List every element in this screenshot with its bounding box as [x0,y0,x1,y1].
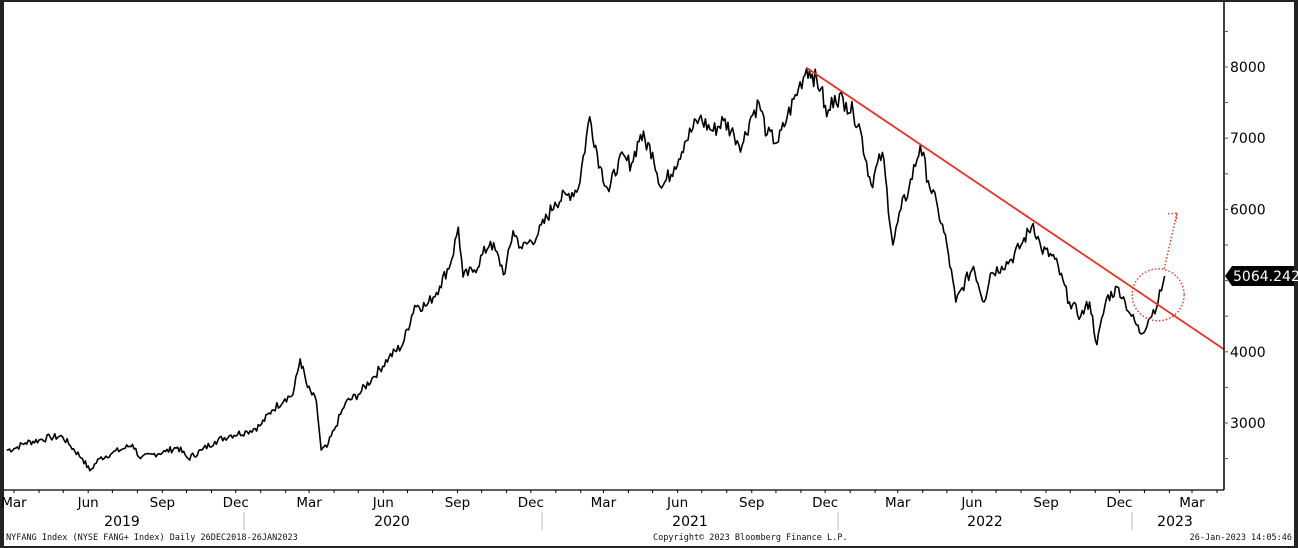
x-month-label: Jun [372,495,394,511]
x-month-label: Mar [1179,495,1205,511]
y-tick-label: 8000 [1230,60,1266,76]
footer-bar [4,531,1294,546]
x-year-label: 2022 [967,514,1003,530]
x-month-label: Dec [812,495,838,511]
y-axis: 3000 4000 6000 7000 8000 5064.242 [1223,2,1298,490]
x-month-label: Dec [1106,495,1132,511]
x-year-label: 2020 [374,514,410,530]
footer-series-info: NYFANG Index (NYSE FANG+ Index) Daily 26… [6,533,298,543]
x-month-label: Dec [223,495,249,511]
x-month-label: Dec [518,495,544,511]
x-month-label: Jun [960,495,982,511]
x-month-label: Sep [1033,495,1058,511]
x-month-label: Jun [77,495,99,511]
x-year-label: 2019 [104,514,140,530]
chart-frame [4,2,1294,534]
price-series-line [6,67,1166,472]
x-year-label: 2023 [1157,514,1193,530]
x-axis: Mar Jun Sep Dec Mar Jun Sep Dec Mar Jun Sep Dec Mar J… [1,489,1224,530]
x-month-label: Sep [739,495,764,511]
svg-text:5064.242: 5064.242 [1233,269,1298,285]
downtrend-line [806,66,1224,351]
y-tick-label: 4000 [1230,345,1266,361]
breakout-circle-annotation [1131,268,1185,322]
y-tick-label: 7000 [1230,131,1266,147]
x-month-label: Mar [296,495,322,511]
footer-timestamp: 26-Jan-2023 14:05:46 [1189,533,1292,543]
x-month-label: Mar [1,495,27,511]
x-month-label: Mar [885,495,911,511]
x-month-label: Jun [666,495,688,511]
x-month-label: Sep [150,495,175,511]
footer-copyright: Copyright© 2023 Bloomberg Finance L.P. [653,533,848,543]
y-tick-label: 6000 [1230,202,1266,218]
breakout-arrow-annotation [1163,212,1178,269]
y-tick-label: 3000 [1230,416,1266,432]
plot-area [6,66,1224,472]
x-year-label: 2021 [672,514,708,530]
x-month-label: Mar [591,495,617,511]
arrow-head-icon [1167,212,1178,223]
last-value-tag: 5064.242 [1225,266,1298,287]
x-month-label: Sep [445,495,470,511]
